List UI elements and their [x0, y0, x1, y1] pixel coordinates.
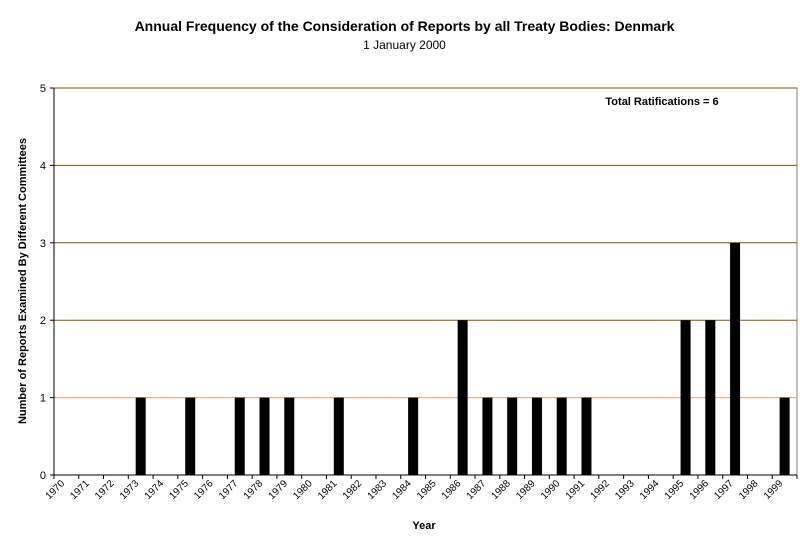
bar-1986 [457, 320, 468, 475]
bar-1990 [556, 397, 567, 475]
y-tick-label: 2 [40, 315, 46, 327]
bar-1984 [408, 397, 419, 475]
x-tick-label: 1999 [762, 478, 786, 502]
x-tick-label: 1984 [390, 478, 414, 502]
x-axis-label: Year [412, 520, 436, 532]
x-tick-label: 1988 [489, 478, 513, 502]
x-tick-label: 1998 [737, 478, 761, 502]
chart-subtitle: 1 January 2000 [363, 38, 446, 52]
x-tick-label: 1975 [167, 478, 191, 502]
bar-1977 [234, 397, 245, 475]
x-tick-label: 1991 [564, 478, 588, 502]
x-tick-label: 1983 [366, 478, 390, 502]
x-tick-label: 1977 [217, 478, 241, 502]
bar-1988 [507, 397, 518, 475]
axis-layer [50, 87, 798, 479]
bar-1987 [482, 397, 493, 475]
bar-1999 [779, 397, 790, 475]
x-tick-label: 1972 [93, 478, 117, 502]
x-tick-label: 1976 [192, 478, 216, 502]
bar-1991 [581, 397, 592, 475]
chart-title: Annual Frequency of the Consideration of… [134, 18, 675, 34]
x-tick-label: 1981 [316, 478, 340, 502]
bar-layer [135, 242, 790, 475]
y-tick-label: 4 [40, 160, 46, 172]
bar-1989 [531, 397, 542, 475]
x-tick-label: 1997 [712, 478, 736, 502]
x-tick-label: 1973 [118, 478, 142, 502]
x-tick-label: 1982 [341, 478, 365, 502]
x-tick-label: 1979 [267, 478, 291, 502]
bar-1995 [680, 320, 691, 475]
y-tick-label: 1 [40, 393, 46, 405]
x-tick-label: 1994 [638, 478, 662, 502]
bar-1996 [705, 320, 716, 475]
x-tick-label: 1986 [440, 478, 464, 502]
bar-1997 [730, 242, 741, 475]
x-tick-label: 1996 [688, 478, 712, 502]
bar-1981 [333, 397, 344, 475]
bar-1973 [135, 397, 146, 475]
bar-1979 [284, 397, 295, 475]
bar-1975 [185, 397, 196, 475]
x-tick-label: 1978 [242, 478, 266, 502]
x-tick-label: 1974 [143, 478, 167, 502]
x-tick-label: 1992 [588, 478, 612, 502]
y-tick-label: 5 [40, 83, 46, 95]
bar-1978 [259, 397, 270, 475]
x-tick-label: 1995 [663, 478, 687, 502]
x-tick-label: 1985 [415, 478, 439, 502]
x-tick-label: 1987 [465, 478, 489, 502]
x-tick-label: 1993 [613, 478, 637, 502]
x-tick-label: 1989 [514, 478, 538, 502]
y-tick-label: 3 [40, 238, 46, 250]
y-tick-label: 0 [40, 470, 46, 482]
annotation-total-ratifications: Total Ratifications = 6 [605, 96, 718, 108]
x-tick-label: 1971 [68, 478, 92, 502]
x-tick-label: 1970 [44, 478, 68, 502]
y-axis-label: Number of Reports Examined By Different … [17, 138, 29, 424]
x-tick-label: 1980 [291, 478, 315, 502]
x-tick-label: 1990 [539, 478, 563, 502]
